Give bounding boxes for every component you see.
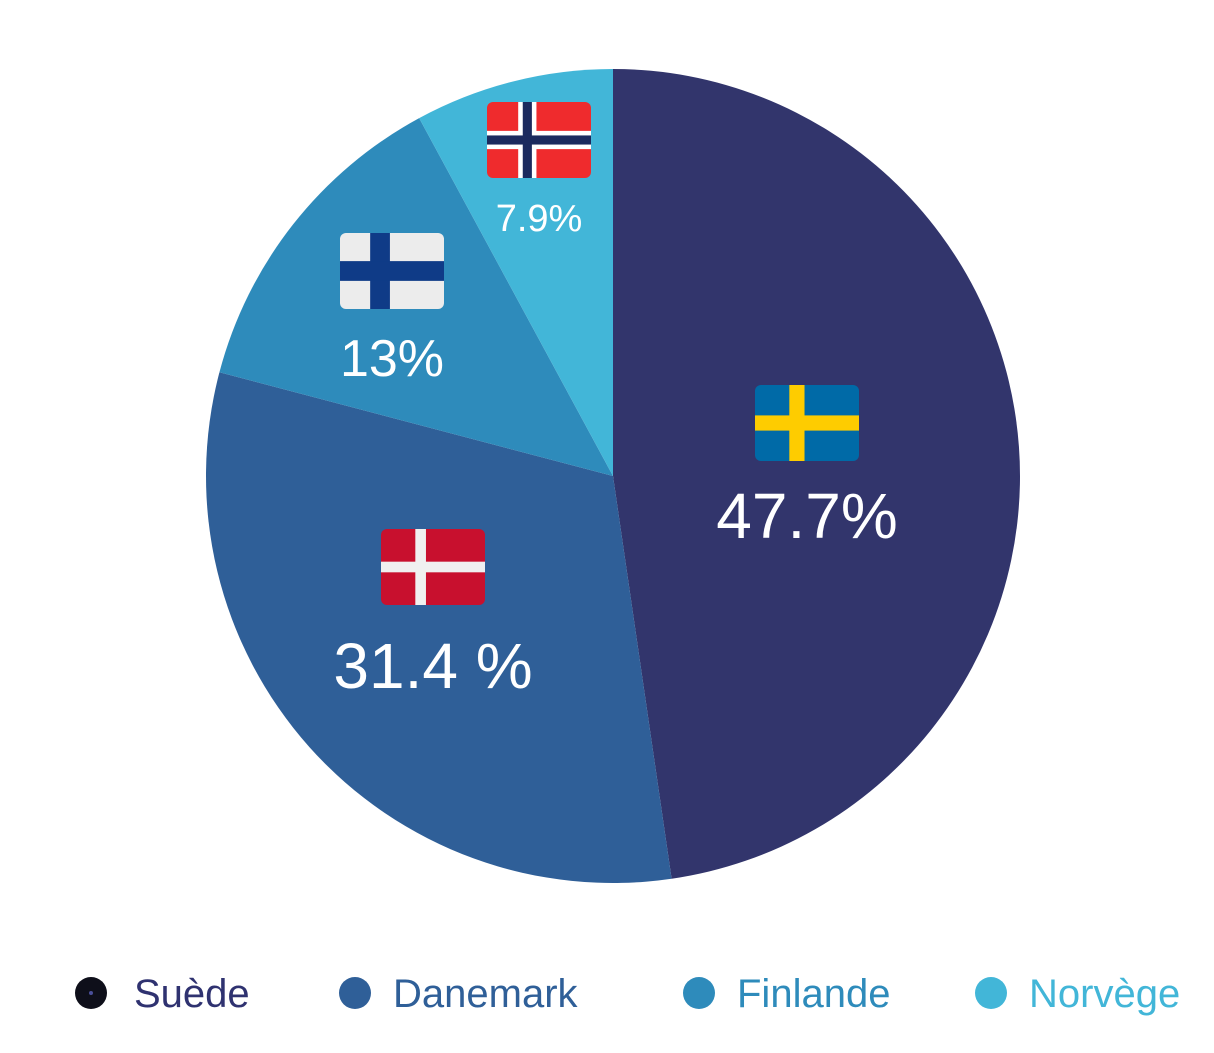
legend-dot-norvege (975, 977, 1007, 1009)
legend-label-suede: Suède (134, 972, 250, 1016)
data-label-finlande: 13% (340, 330, 444, 388)
pie-slices (205, 69, 1021, 883)
legend-item-danemark[interactable]: Danemark (339, 972, 579, 1016)
pie-labels: 47.7% 31.4 % 13% 7.9% (333, 102, 898, 702)
legend-dot-finlande (683, 977, 715, 1009)
legend-item-finlande[interactable]: Finlande (683, 972, 890, 1016)
norway-flag (487, 102, 591, 178)
legend-label-norvege: Norvège (1029, 972, 1180, 1016)
denmark-flag (381, 529, 485, 605)
legend-dot-center (89, 991, 93, 995)
legend-label-danemark: Danemark (393, 972, 579, 1016)
data-label-danemark: 31.4 % (333, 630, 532, 702)
legend-item-suede[interactable]: Suède (75, 972, 250, 1016)
pie-slice-suede[interactable] (613, 69, 1021, 879)
data-label-norvege: 7.9% (496, 198, 583, 240)
legend: Suède Danemark Finlande Norvège (75, 972, 1180, 1016)
legend-dot-danemark (339, 977, 371, 1009)
sweden-flag (755, 385, 859, 461)
legend-label-finlande: Finlande (737, 972, 890, 1016)
pie-slice-danemark[interactable] (205, 372, 672, 883)
legend-item-norvege[interactable]: Norvège (975, 972, 1180, 1016)
finland-flag (340, 233, 444, 309)
data-label-suede: 47.7% (716, 480, 897, 552)
